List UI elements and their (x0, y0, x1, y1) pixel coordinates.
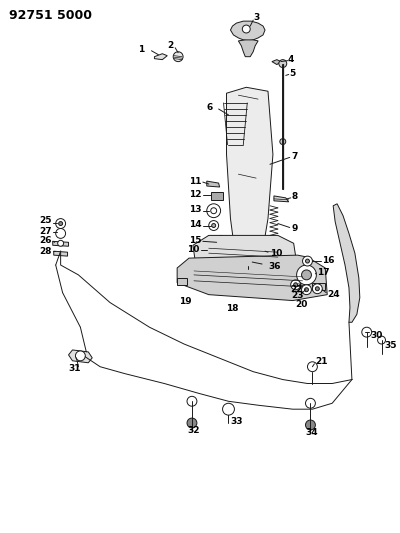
Polygon shape (216, 236, 236, 254)
Polygon shape (53, 241, 68, 246)
Text: 32: 32 (187, 426, 200, 435)
Circle shape (244, 258, 252, 266)
Polygon shape (54, 251, 68, 256)
Text: 20: 20 (296, 300, 308, 309)
Text: 2: 2 (167, 42, 174, 50)
Text: 27: 27 (39, 227, 52, 236)
Text: 26: 26 (39, 236, 52, 245)
Text: 34: 34 (306, 429, 318, 438)
Text: 10: 10 (270, 249, 282, 257)
Text: 92751 5000: 92751 5000 (9, 9, 92, 22)
Circle shape (209, 221, 219, 230)
Text: 21: 21 (315, 357, 328, 366)
Text: 4: 4 (288, 55, 294, 64)
Polygon shape (333, 204, 360, 322)
Circle shape (187, 397, 197, 406)
FancyBboxPatch shape (258, 257, 266, 262)
Circle shape (56, 219, 66, 229)
Text: 22: 22 (290, 285, 302, 294)
Text: 10: 10 (187, 245, 199, 254)
Polygon shape (226, 87, 273, 253)
Text: 31: 31 (68, 364, 81, 373)
Text: 33: 33 (230, 416, 243, 425)
Circle shape (173, 52, 183, 62)
Polygon shape (177, 255, 327, 301)
Circle shape (254, 246, 268, 260)
Polygon shape (177, 278, 187, 285)
Circle shape (306, 398, 315, 408)
Text: 19: 19 (179, 297, 192, 306)
Circle shape (242, 25, 250, 33)
Text: 14: 14 (189, 220, 202, 229)
FancyBboxPatch shape (243, 257, 251, 262)
Text: 8: 8 (292, 192, 298, 201)
Circle shape (209, 248, 215, 254)
Circle shape (297, 265, 316, 285)
Circle shape (56, 229, 66, 238)
Polygon shape (238, 40, 258, 56)
Circle shape (306, 259, 310, 263)
Text: 12: 12 (189, 190, 202, 199)
Circle shape (302, 256, 312, 266)
Circle shape (378, 336, 386, 344)
Text: 5: 5 (290, 69, 296, 78)
Circle shape (187, 418, 197, 428)
Polygon shape (154, 54, 167, 60)
Circle shape (205, 244, 219, 258)
Text: 18: 18 (226, 304, 239, 313)
Text: 28: 28 (39, 247, 52, 256)
Text: 1: 1 (138, 45, 144, 54)
Circle shape (258, 250, 264, 256)
Circle shape (280, 139, 286, 144)
Circle shape (211, 208, 217, 214)
Polygon shape (68, 350, 92, 363)
Text: 3: 3 (253, 13, 260, 22)
Polygon shape (193, 236, 298, 273)
Text: 16: 16 (322, 256, 335, 264)
Text: 6: 6 (207, 102, 213, 111)
Text: 13: 13 (189, 205, 202, 214)
Polygon shape (312, 283, 325, 290)
Polygon shape (207, 181, 220, 187)
Circle shape (207, 204, 220, 217)
Circle shape (308, 362, 317, 372)
Text: 11: 11 (189, 176, 202, 185)
FancyBboxPatch shape (211, 192, 222, 200)
Circle shape (291, 280, 300, 290)
FancyBboxPatch shape (214, 257, 222, 262)
Text: 23: 23 (291, 291, 304, 300)
Circle shape (294, 283, 298, 287)
FancyBboxPatch shape (228, 257, 236, 262)
Text: 17: 17 (317, 269, 330, 277)
Circle shape (59, 222, 63, 225)
Circle shape (315, 287, 319, 290)
Circle shape (76, 351, 85, 361)
Circle shape (212, 223, 216, 228)
Text: 9: 9 (292, 224, 298, 233)
Text: 24: 24 (327, 290, 340, 299)
Polygon shape (230, 21, 265, 41)
Text: 30: 30 (371, 330, 383, 340)
Text: 36: 36 (268, 262, 280, 271)
Circle shape (312, 284, 322, 294)
Circle shape (362, 327, 372, 337)
Circle shape (302, 270, 312, 280)
Circle shape (279, 60, 287, 68)
Text: 7: 7 (292, 152, 298, 161)
Circle shape (304, 288, 308, 292)
Text: 25: 25 (39, 216, 52, 225)
Circle shape (222, 403, 234, 415)
Circle shape (306, 420, 315, 430)
Circle shape (58, 240, 64, 246)
Circle shape (302, 285, 312, 295)
Text: 15: 15 (189, 236, 202, 245)
Text: 35: 35 (384, 342, 397, 351)
Polygon shape (274, 196, 289, 202)
Polygon shape (272, 60, 281, 64)
